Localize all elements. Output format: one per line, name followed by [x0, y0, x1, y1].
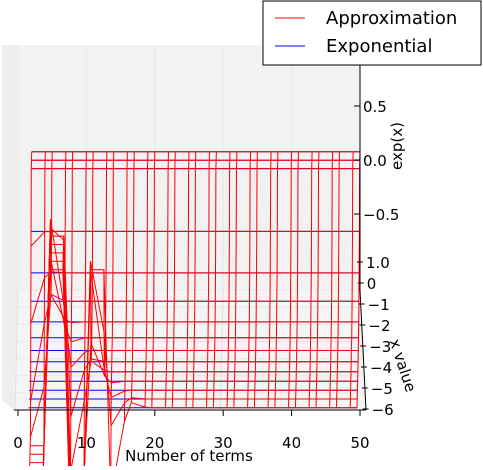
z-tick-labels: 0.5 0.0 −0.5 — [354, 98, 399, 224]
approx-line-n — [267, 151, 272, 408]
approx-line-n — [294, 151, 299, 408]
side-pane — [2, 45, 18, 410]
x-tick-label: 30 — [214, 434, 233, 452]
legend-frame — [262, 0, 482, 66]
y-tick-labels: 1.0 0 −1 −2 −3 −4 −5 −6 — [357, 254, 394, 419]
approx-line-n — [123, 151, 128, 422]
y-axis-line — [359, 289, 367, 411]
approx-line-n — [110, 151, 115, 470]
approx-line-n — [192, 151, 197, 408]
series-approximation — [29, 151, 361, 470]
approx-line-n — [336, 151, 340, 408]
z-tick-label: 0.0 — [363, 152, 387, 170]
y-tick-label: −1 — [368, 296, 390, 314]
approx-line-n — [329, 151, 334, 408]
x-tick-label: 40 — [282, 434, 301, 452]
approx-line-n — [233, 151, 238, 408]
y-tick-label: −5 — [371, 380, 393, 398]
z-tick-label: 0.5 — [363, 98, 387, 116]
x-axis-label: Number of terms — [125, 447, 253, 465]
legend-label-approximation: Approximation — [326, 8, 457, 29]
approx-line-n — [226, 151, 231, 408]
approx-line-n — [83, 151, 87, 470]
approx-line-n — [171, 151, 176, 408]
approx-line-n — [308, 151, 313, 408]
approx-line-n — [103, 151, 108, 377]
y-tick-label: −4 — [370, 359, 392, 377]
z-tick-label: −0.5 — [363, 206, 399, 224]
axes-lines — [14, 45, 367, 411]
approx-line-n — [62, 151, 67, 326]
x-tick-labels: 0 10 20 30 40 50 — [13, 410, 370, 452]
legend: Approximation Exponential — [262, 0, 482, 66]
approx-line-n — [130, 151, 135, 403]
approx-line-n — [349, 151, 354, 408]
y-tick-label: 1.0 — [366, 254, 390, 272]
approx-line-n — [165, 151, 169, 408]
z-axis-label: exp(x) — [388, 122, 406, 170]
approx-line-n — [144, 151, 149, 408]
approx-line-n — [315, 151, 320, 408]
x-tick-label: 50 — [350, 434, 369, 452]
approx-line-n — [212, 151, 217, 408]
y-tick-label: −6 — [372, 401, 394, 419]
approx-line-n — [274, 151, 279, 408]
approx-line-n — [206, 151, 210, 408]
y-tick-label: −3 — [369, 338, 391, 356]
x-tick-label: 20 — [145, 434, 164, 452]
approx-line-n — [253, 151, 258, 408]
approx-line-n — [185, 151, 190, 408]
approx-line-n — [70, 151, 74, 470]
approx-line-n — [29, 151, 33, 470]
approx-line-n — [89, 151, 94, 361]
y-tick-label: 0 — [367, 275, 377, 293]
approx-line-n — [48, 151, 53, 296]
grid-line-n — [14, 289, 19, 411]
approx-line-n — [288, 151, 293, 408]
x-tick-label: 10 — [77, 434, 96, 452]
x-tick-label: 0 — [13, 434, 23, 452]
y-tick-label: −2 — [368, 317, 390, 335]
approx-line-n — [151, 151, 156, 408]
approx-line-n — [247, 151, 252, 408]
approx-line-n — [42, 151, 46, 470]
legend-label-exponential: Exponential — [326, 36, 432, 57]
